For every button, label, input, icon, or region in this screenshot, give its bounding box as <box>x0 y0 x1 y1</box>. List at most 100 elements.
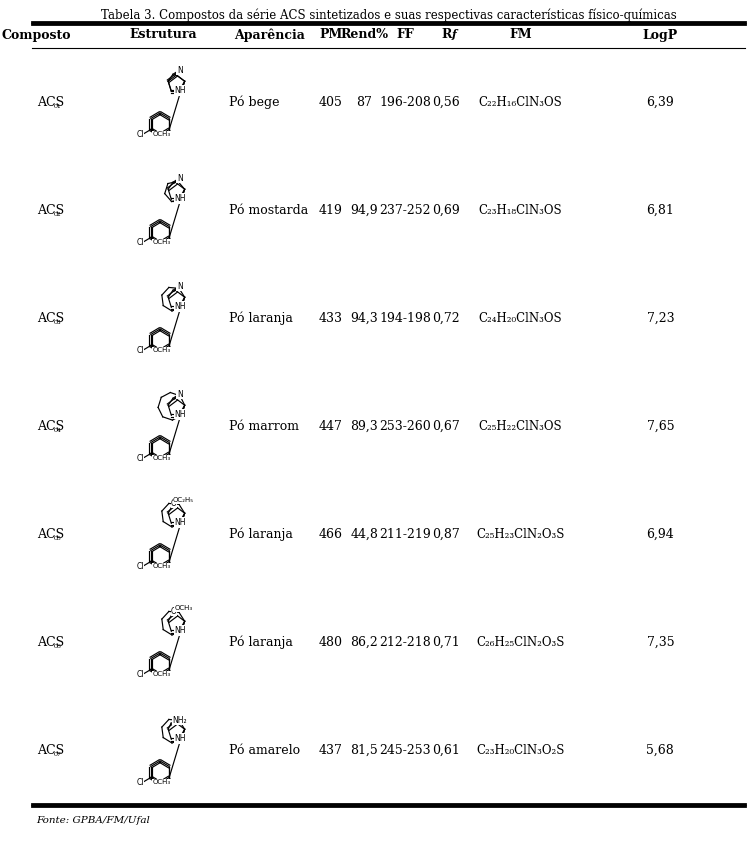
Text: Cl: Cl <box>136 454 144 463</box>
Text: Pó laranja: Pó laranja <box>230 311 293 324</box>
Text: ACS: ACS <box>37 203 64 216</box>
Text: FF: FF <box>396 28 414 41</box>
Text: Estrutura: Estrutura <box>129 28 196 41</box>
Text: 212-218: 212-218 <box>379 636 430 649</box>
Text: S: S <box>178 303 183 311</box>
Text: Aparência: Aparência <box>235 28 305 42</box>
Text: 0,56: 0,56 <box>433 95 460 108</box>
Text: NH: NH <box>174 194 185 202</box>
Text: S: S <box>178 411 183 420</box>
Text: N: N <box>158 239 163 247</box>
Text: Cl: Cl <box>136 130 144 139</box>
Text: N: N <box>158 670 163 680</box>
Text: Pó bege: Pó bege <box>230 95 280 109</box>
Text: 6,81: 6,81 <box>646 203 674 216</box>
Text: 480: 480 <box>319 636 343 649</box>
Text: N: N <box>158 347 163 355</box>
Text: 86,2: 86,2 <box>350 636 378 649</box>
Text: 7,35: 7,35 <box>646 636 674 649</box>
Text: ACS: ACS <box>37 528 64 541</box>
Text: 0,71: 0,71 <box>433 636 460 649</box>
Text: 0,72: 0,72 <box>433 311 460 324</box>
Text: Pó amarelo: Pó amarelo <box>230 744 301 757</box>
Text: ₀₅: ₀₅ <box>54 533 62 541</box>
Text: 7,23: 7,23 <box>646 311 674 324</box>
Text: Cl: Cl <box>136 346 144 355</box>
Text: 211-219: 211-219 <box>379 528 430 541</box>
Text: OCH₃: OCH₃ <box>152 672 170 678</box>
Text: f: f <box>452 28 456 39</box>
Text: 5,68: 5,68 <box>646 744 674 757</box>
Text: 94,9: 94,9 <box>350 203 378 216</box>
Text: 194-198: 194-198 <box>379 311 430 324</box>
Text: C₂₄H₂₀ClN₃OS: C₂₄H₂₀ClN₃OS <box>478 311 562 324</box>
Text: 437: 437 <box>319 744 343 757</box>
Text: Fonte: GPBA/FM/Ufal: Fonte: GPBA/FM/Ufal <box>37 816 151 825</box>
Text: O: O <box>171 498 177 508</box>
Text: 433: 433 <box>319 311 343 324</box>
Text: 6,39: 6,39 <box>646 95 674 108</box>
Text: Rend%: Rend% <box>340 28 388 41</box>
Text: N: N <box>158 455 163 463</box>
Text: ACS: ACS <box>37 311 64 324</box>
Text: OC₂H₅: OC₂H₅ <box>173 498 194 504</box>
Text: OCH₃: OCH₃ <box>152 564 170 570</box>
Text: 0,69: 0,69 <box>433 203 460 216</box>
Text: 6,94: 6,94 <box>646 528 674 541</box>
Text: Pó mostarda: Pó mostarda <box>230 203 309 216</box>
Text: 7,65: 7,65 <box>646 420 674 432</box>
Text: LogP: LogP <box>643 28 678 41</box>
Text: NH: NH <box>174 734 185 743</box>
Text: NH: NH <box>174 625 185 635</box>
Text: 405: 405 <box>319 95 343 108</box>
Text: S: S <box>178 627 183 636</box>
Text: OCH₃: OCH₃ <box>152 780 170 786</box>
Text: 94,3: 94,3 <box>350 311 378 324</box>
Text: ACS: ACS <box>37 420 64 432</box>
Text: Cl: Cl <box>136 562 144 571</box>
Text: 237-252: 237-252 <box>380 203 430 216</box>
Text: C₂₅H₂₂ClN₃OS: C₂₅H₂₂ClN₃OS <box>478 420 562 432</box>
Text: Pó laranja: Pó laranja <box>230 635 293 649</box>
Text: ₀₁: ₀₁ <box>54 100 62 110</box>
Text: 0,67: 0,67 <box>433 420 460 432</box>
Text: R: R <box>441 28 452 41</box>
Text: Cl: Cl <box>136 778 144 787</box>
Text: 253-260: 253-260 <box>379 420 430 432</box>
Text: 44,8: 44,8 <box>350 528 378 541</box>
Text: N: N <box>177 173 182 183</box>
Text: N: N <box>177 390 182 399</box>
Text: N: N <box>177 66 182 75</box>
Text: S: S <box>178 519 183 528</box>
Text: 81,5: 81,5 <box>350 744 378 757</box>
Text: Pó marrom: Pó marrom <box>230 420 299 432</box>
Text: ₀₃: ₀₃ <box>54 317 62 325</box>
Text: 447: 447 <box>319 420 343 432</box>
Text: Tabela 3. Compostos da série ACS sintetizados e suas respectivas características: Tabela 3. Compostos da série ACS sinteti… <box>100 8 676 21</box>
Text: OCH₃: OCH₃ <box>152 239 170 245</box>
Text: ACS: ACS <box>37 744 64 757</box>
Text: N: N <box>158 130 163 140</box>
Text: OCH₃: OCH₃ <box>175 605 193 611</box>
Text: S: S <box>178 734 183 744</box>
Text: N: N <box>177 281 182 291</box>
Text: NH: NH <box>174 410 185 419</box>
Text: FM: FM <box>509 28 532 41</box>
Text: S: S <box>178 87 183 96</box>
Text: C₂₅H₂₃ClN₂O₃S: C₂₅H₂₃ClN₂O₃S <box>476 528 565 541</box>
Text: ACS: ACS <box>37 95 64 108</box>
Text: OCH₃: OCH₃ <box>152 131 170 137</box>
Text: S: S <box>178 195 183 204</box>
Text: ACS: ACS <box>37 636 64 649</box>
Text: NH₂: NH₂ <box>172 716 187 725</box>
Text: O: O <box>171 607 177 616</box>
Text: ₀₆: ₀₆ <box>54 641 62 650</box>
Text: C₂₆H₂₅ClN₂O₃S: C₂₆H₂₅ClN₂O₃S <box>476 636 565 649</box>
Text: 419: 419 <box>319 203 343 216</box>
Text: Cl: Cl <box>136 238 144 247</box>
Text: 466: 466 <box>319 528 343 541</box>
Text: OCH₃: OCH₃ <box>152 347 170 353</box>
Text: 0,61: 0,61 <box>433 744 460 757</box>
Text: 0,87: 0,87 <box>433 528 460 541</box>
Text: Cl: Cl <box>136 670 144 679</box>
